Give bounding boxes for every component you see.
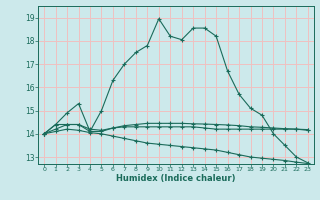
X-axis label: Humidex (Indice chaleur): Humidex (Indice chaleur) <box>116 174 236 183</box>
